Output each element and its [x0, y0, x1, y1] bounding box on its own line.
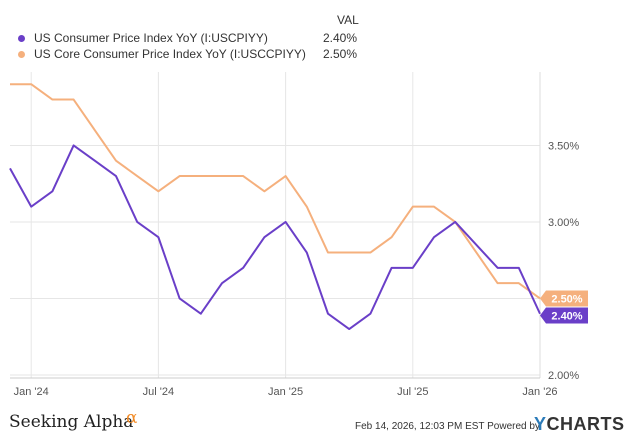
chart-legend: VAL US Consumer Price Index YoY (I:USCPI… [0, 0, 635, 70]
chart-grid [10, 72, 541, 378]
alpha-symbol-icon: α [126, 408, 138, 428]
chart-series [9, 83, 541, 331]
chart-footer: Seeking Alpha α Feb 14, 2026, 12:03 PM E… [0, 400, 635, 439]
legend-name-core-cpi: US Core Consumer Price Index YoY (I:USCC… [34, 47, 306, 61]
seeking-alpha-logo[interactable]: Seeking Alpha α [9, 408, 137, 432]
x-tick-label-4: Jan '26 [522, 386, 557, 398]
end-badge-label-1: 2.50% [551, 293, 582, 305]
chart-end-labels: 2.40% 2.50% [540, 290, 588, 324]
legend-val-header: VAL [337, 13, 359, 27]
cpi-line-chart: 2.00% 2.50% 3.00% 3.50% Jan '24 Jul '24 Jan '2… [9, 72, 588, 398]
legend-marker-core-cpi [18, 51, 25, 58]
footer-timestamp: Feb 14, 2026, 12:03 PM EST [355, 421, 485, 432]
ycharts-y-mark: Y [534, 414, 547, 434]
legend-value-core-cpi: 2.50% [323, 47, 358, 61]
seeking-alpha-wordmark: Seeking Alpha [9, 412, 134, 432]
legend-name-cpi: US Consumer Price Index YoY (I:USCPIYY) [34, 31, 268, 45]
series-line-0 [9, 144, 541, 331]
series-line-1 [10, 83, 541, 300]
footer-powered-by: Powered by [487, 421, 540, 432]
x-tick-label-1: Jul '24 [143, 386, 174, 398]
footer-credit: Feb 14, 2026, 12:03 PM EST Powered by [355, 421, 540, 432]
x-tick-label-3: Jul '25 [397, 386, 428, 398]
y-tick-label-3: 3.50% [548, 140, 579, 152]
x-tick-label-2: Jan '25 [268, 386, 303, 398]
ycharts-wordmark: CHARTS [546, 414, 625, 434]
legend-marker-cpi [18, 35, 25, 42]
end-badge-0 [540, 307, 588, 324]
x-tick-label-0: Jan '24 [14, 386, 49, 398]
y-tick-label-2: 3.00% [548, 217, 579, 229]
legend-value-cpi: 2.40% [323, 31, 358, 45]
end-badge-label-0: 2.40% [551, 310, 582, 322]
y-tick-label-0: 2.00% [548, 370, 579, 382]
ycharts-logo[interactable]: YCHARTS [534, 414, 625, 435]
end-badge-1 [540, 290, 588, 307]
